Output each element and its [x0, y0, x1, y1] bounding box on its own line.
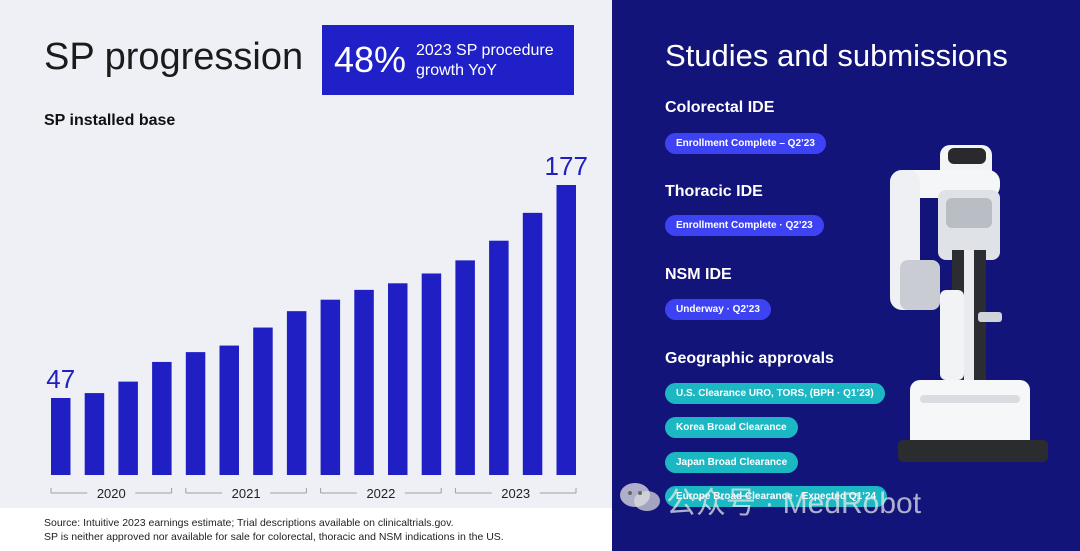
year-label-2021: 2021	[232, 486, 261, 501]
bar-Q2-22	[354, 289, 374, 475]
sp-robot-illustration	[890, 145, 1048, 462]
bar-Q2-21	[219, 345, 239, 475]
chart-title: SP installed base	[44, 112, 176, 129]
growth-callout-value: 48%	[334, 39, 407, 80]
pill-japan-clearance: Japan Broad Clearance	[665, 452, 799, 473]
watermark: 公众号 · MedRobot	[618, 478, 1048, 520]
growth-callout: 48% 2023 SP procedure growth YoY	[322, 25, 574, 95]
bar-Q4-22	[421, 273, 442, 475]
bar-Q2-23	[489, 240, 509, 475]
bar-Q3-21	[253, 327, 273, 475]
footer-band	[0, 508, 612, 551]
installed-base-chart: 47 177 2020 2021 2022 2023	[46, 151, 588, 501]
pill-colorectal-status: Enrollment Complete – Q2’23	[665, 133, 826, 154]
bar-Q2-20	[84, 393, 105, 475]
section-title-geographic: Geographic approvals	[665, 350, 834, 367]
bar-Q1-23	[455, 260, 475, 475]
growth-callout-text: 2023 SP procedure growth YoY	[416, 42, 554, 79]
page-title: SP progression	[44, 36, 304, 78]
bar-Q4-23	[556, 185, 576, 475]
pill-us-clearance: U.S. Clearance URO, TORS, (BPH · Q1’23)	[665, 383, 885, 404]
bar-Q1-21	[185, 352, 206, 475]
year-label-2023: 2023	[501, 486, 530, 501]
watermark-text: 公众号 · MedRobot	[666, 487, 922, 520]
data-label-177: 177	[545, 151, 588, 181]
bar-Q4-21	[286, 311, 307, 475]
section-title-colorectal: Colorectal IDE	[665, 99, 775, 116]
section-title-thoracic: Thoracic IDE	[665, 183, 763, 200]
year-label-2022: 2022	[366, 486, 395, 501]
section-title-nsm: NSM IDE	[665, 266, 732, 283]
bar-Q3-22	[388, 283, 408, 475]
pill-europe-clearance: Europe Broad Clearance · Expected Q1’24	[665, 486, 888, 507]
bar-Q1-20	[51, 397, 71, 475]
pill-korea-clearance: Korea Broad Clearance	[665, 417, 798, 438]
pill-nsm-status: Underway · Q2’23	[665, 299, 771, 320]
bar-Q3-20	[118, 381, 138, 475]
studies-title: Studies and submissions	[665, 38, 1008, 73]
source-note: Source: Intuitive 2023 earnings estimate…	[44, 516, 504, 544]
year-label-2020: 2020	[97, 486, 126, 501]
wechat-icon	[620, 483, 660, 511]
data-label-47: 47	[46, 364, 75, 394]
pill-thoracic-status: Enrollment Complete · Q2’23	[665, 215, 824, 236]
bar-Q3-23	[522, 212, 543, 476]
source-line-2: SP is neither approved nor available for…	[44, 531, 504, 543]
bar-Q1-22	[320, 299, 341, 475]
bar-Q4-20	[152, 361, 172, 475]
source-line-1: Source: Intuitive 2023 earnings estimate…	[44, 517, 454, 529]
